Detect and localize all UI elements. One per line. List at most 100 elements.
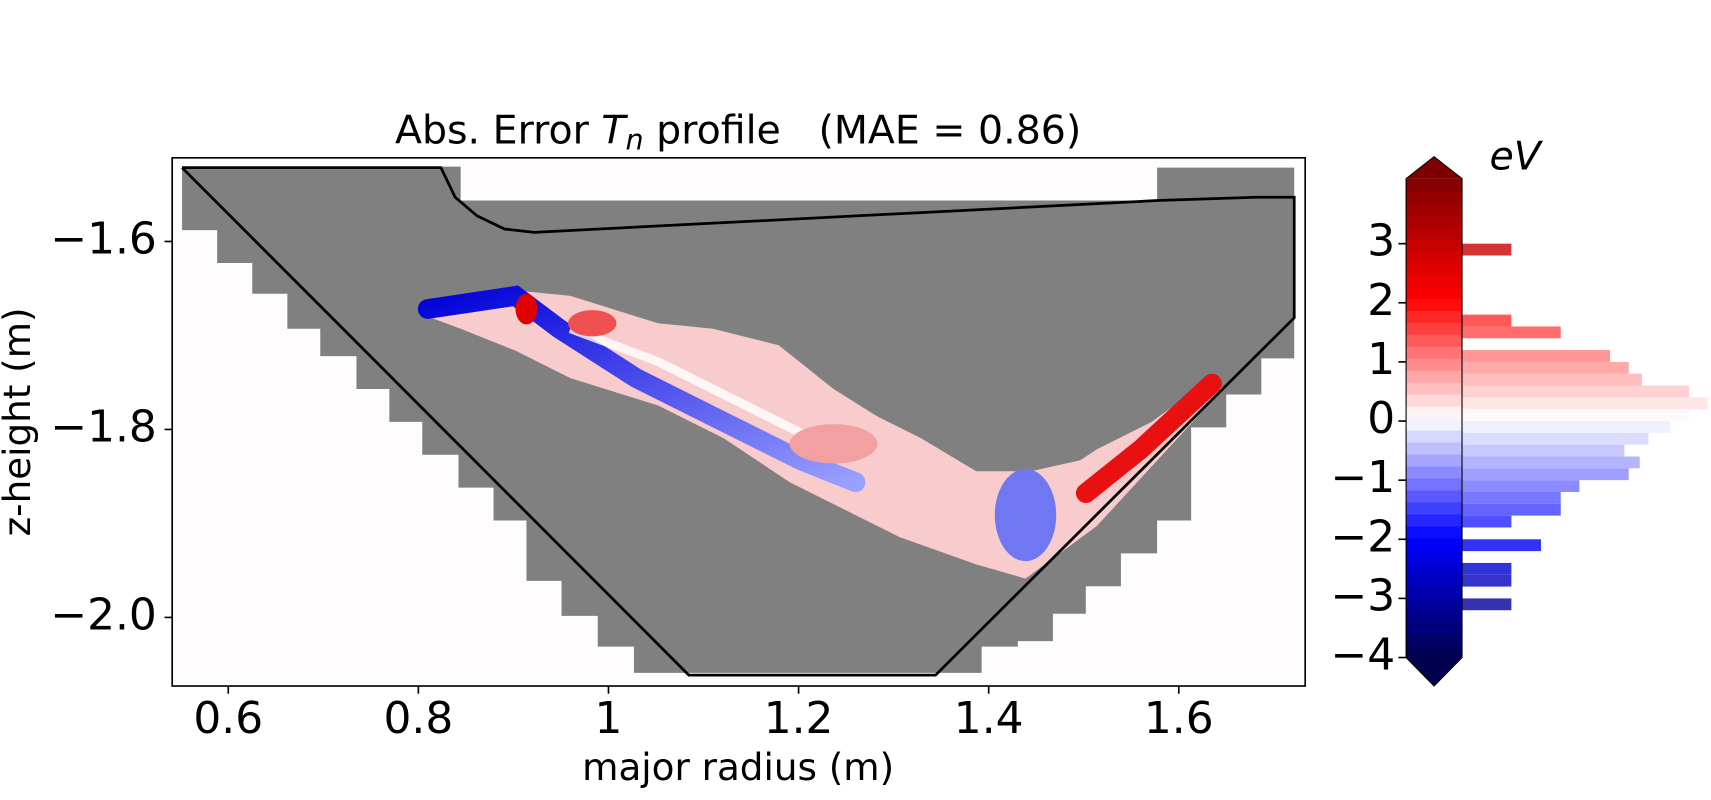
colorbar-extend-max bbox=[1406, 156, 1463, 179]
histogram-bar bbox=[1462, 539, 1541, 552]
colorbar-tick-label: 1 bbox=[1367, 334, 1395, 385]
x-tick-label: 0.8 bbox=[383, 693, 453, 744]
colorbar-level bbox=[1406, 465, 1463, 479]
field bbox=[181, 166, 1296, 677]
colorbar-level bbox=[1406, 513, 1463, 527]
colorbar-extend-min bbox=[1406, 657, 1463, 687]
error-white-band bbox=[568, 324, 836, 454]
x-tick-label: 1.2 bbox=[764, 693, 834, 744]
colorbar-level bbox=[1406, 178, 1463, 192]
colorbar-level bbox=[1406, 394, 1463, 407]
title-text: profile (MAE = 0.86) bbox=[644, 107, 1082, 153]
histogram-bar bbox=[1462, 314, 1512, 327]
colorbar-level bbox=[1406, 322, 1463, 335]
title-symbol: T bbox=[601, 107, 628, 153]
error-blue-spot bbox=[994, 469, 1057, 562]
colorbar-tick-label: −2 bbox=[1330, 511, 1395, 562]
colorbar-level bbox=[1406, 298, 1463, 311]
colorbar-tick-label: 3 bbox=[1367, 216, 1395, 267]
histogram-bar bbox=[1462, 598, 1512, 611]
colorbar-level bbox=[1406, 370, 1463, 383]
colorbar-level bbox=[1406, 418, 1463, 431]
histogram-bar bbox=[1462, 397, 1708, 410]
colorbar-level bbox=[1406, 442, 1463, 455]
colorbar-level bbox=[1406, 430, 1463, 443]
error-red-spot bbox=[568, 310, 617, 337]
colorbar-level bbox=[1406, 334, 1463, 347]
histogram-bar bbox=[1462, 421, 1671, 433]
colorbar-label: eV bbox=[1489, 133, 1543, 179]
error-blue-streak bbox=[417, 285, 866, 493]
histogram-bar bbox=[1462, 491, 1561, 504]
chart-title: Abs. Error Tn profile (MAE = 0.86) bbox=[395, 107, 1081, 156]
x-tick-label: 1.6 bbox=[1144, 693, 1214, 744]
y-tick-label: −1.8 bbox=[50, 401, 157, 452]
y-axis-label: z-height (m) bbox=[0, 307, 39, 536]
colorbar-level bbox=[1406, 226, 1463, 240]
title-subscript: n bbox=[626, 123, 644, 156]
colorbar-level bbox=[1406, 501, 1463, 515]
histogram-bar bbox=[1462, 373, 1642, 386]
colorbar-level bbox=[1406, 274, 1463, 287]
histogram-bar bbox=[1462, 243, 1512, 256]
colorbar-level bbox=[1406, 250, 1463, 263]
histogram-bar bbox=[1462, 468, 1629, 481]
wall-outline bbox=[181, 166, 1296, 677]
colorbar-level bbox=[1406, 549, 1463, 563]
histogram-bar bbox=[1462, 562, 1512, 575]
colorbar-level bbox=[1406, 585, 1463, 599]
histogram-bar bbox=[1462, 444, 1625, 457]
histogram-bar bbox=[1462, 350, 1611, 362]
colorbar-level bbox=[1406, 561, 1463, 575]
colorbar-level bbox=[1406, 238, 1463, 252]
histogram-bar bbox=[1462, 326, 1561, 339]
colorbar-level bbox=[1406, 382, 1463, 395]
colorbar-level bbox=[1406, 406, 1463, 419]
title-text: Abs. Error bbox=[395, 107, 601, 153]
colorbar-level bbox=[1406, 621, 1463, 635]
colorbar-level bbox=[1406, 262, 1463, 275]
colorbar-level bbox=[1406, 454, 1463, 467]
histogram-bar bbox=[1462, 503, 1561, 516]
histogram-bar bbox=[1462, 361, 1629, 374]
colorbar-tick-label: −1 bbox=[1330, 452, 1395, 503]
histogram-bar bbox=[1462, 409, 1690, 422]
histogram-bar bbox=[1462, 574, 1512, 587]
x-axis-label: major radius (m) bbox=[582, 745, 894, 789]
colorbar-level bbox=[1406, 358, 1463, 371]
colorbar-level bbox=[1406, 190, 1463, 204]
colorbar-level bbox=[1406, 310, 1463, 323]
histogram-bar bbox=[1462, 456, 1640, 469]
colorbar-level bbox=[1406, 645, 1463, 659]
colorbar-level bbox=[1406, 537, 1463, 551]
colorbar-level bbox=[1406, 346, 1463, 359]
colorbar-level bbox=[1406, 489, 1463, 503]
y-tick-label: −2.0 bbox=[50, 589, 157, 640]
colorbar-level bbox=[1406, 573, 1463, 587]
histogram-bar bbox=[1462, 432, 1649, 445]
x-tick-label: 1.4 bbox=[954, 693, 1024, 744]
error-red-edge bbox=[1075, 373, 1222, 504]
colorbar-tick-label: −3 bbox=[1330, 570, 1395, 621]
plot-frame bbox=[171, 156, 1307, 687]
colorbar-level bbox=[1406, 477, 1463, 491]
x-tick-label: 0.6 bbox=[193, 693, 263, 744]
histogram-bar bbox=[1462, 480, 1580, 492]
colorbar-tick-label: 2 bbox=[1367, 275, 1395, 326]
colorbar-level bbox=[1406, 597, 1463, 611]
colorbar-tick-label: −4 bbox=[1330, 630, 1395, 681]
y-tick-label: −1.6 bbox=[50, 213, 157, 264]
error-red-spot bbox=[515, 293, 538, 325]
colorbar-tick-label: 0 bbox=[1367, 393, 1395, 444]
colorbar-level bbox=[1406, 525, 1463, 539]
colorbar-level bbox=[1406, 202, 1463, 216]
colorbar-level bbox=[1406, 286, 1463, 299]
colorbar-level bbox=[1406, 609, 1463, 623]
colorbar-level bbox=[1406, 633, 1463, 647]
colorbar-level bbox=[1406, 214, 1463, 228]
histogram-bar bbox=[1462, 515, 1512, 528]
histogram-bar bbox=[1462, 385, 1690, 398]
error-red-spot bbox=[789, 424, 878, 464]
